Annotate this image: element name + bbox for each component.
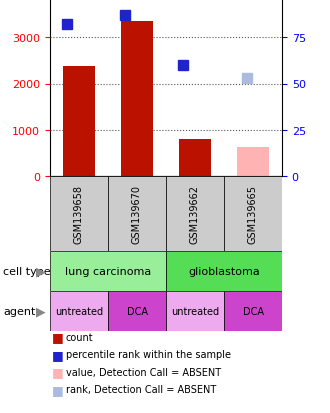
Bar bbox=[224, 177, 282, 252]
Text: ■: ■ bbox=[52, 331, 64, 344]
Bar bbox=[166, 177, 224, 252]
Text: rank, Detection Call = ABSENT: rank, Detection Call = ABSENT bbox=[66, 385, 216, 394]
Text: agent: agent bbox=[3, 306, 35, 316]
Bar bbox=[121, 22, 153, 177]
Text: percentile rank within the sample: percentile rank within the sample bbox=[66, 350, 231, 360]
Text: GSM139665: GSM139665 bbox=[248, 185, 258, 243]
Bar bbox=[50, 252, 166, 291]
Text: GSM139662: GSM139662 bbox=[190, 185, 200, 243]
Bar bbox=[237, 148, 269, 177]
Text: count: count bbox=[66, 332, 94, 342]
Bar bbox=[166, 291, 224, 331]
Text: GSM139670: GSM139670 bbox=[132, 185, 142, 243]
Text: cell type: cell type bbox=[3, 266, 50, 276]
Bar bbox=[50, 177, 108, 252]
Text: ■: ■ bbox=[52, 348, 64, 361]
Bar bbox=[224, 291, 282, 331]
Text: lung carcinoma: lung carcinoma bbox=[65, 266, 151, 276]
Text: ■: ■ bbox=[52, 366, 64, 379]
Text: value, Detection Call = ABSENT: value, Detection Call = ABSENT bbox=[66, 367, 221, 377]
Text: ■: ■ bbox=[52, 383, 64, 396]
Text: glioblastoma: glioblastoma bbox=[188, 266, 260, 276]
Bar bbox=[166, 252, 282, 291]
Bar bbox=[63, 67, 95, 177]
Bar bbox=[108, 291, 166, 331]
Text: GSM139658: GSM139658 bbox=[74, 185, 84, 243]
Bar bbox=[179, 140, 211, 177]
Text: DCA: DCA bbox=[126, 306, 148, 316]
Text: untreated: untreated bbox=[171, 306, 219, 316]
Text: DCA: DCA bbox=[243, 306, 263, 316]
Bar bbox=[108, 177, 166, 252]
Bar bbox=[50, 291, 108, 331]
Text: untreated: untreated bbox=[55, 306, 103, 316]
Text: ▶: ▶ bbox=[36, 305, 46, 318]
Text: ▶: ▶ bbox=[36, 265, 46, 278]
